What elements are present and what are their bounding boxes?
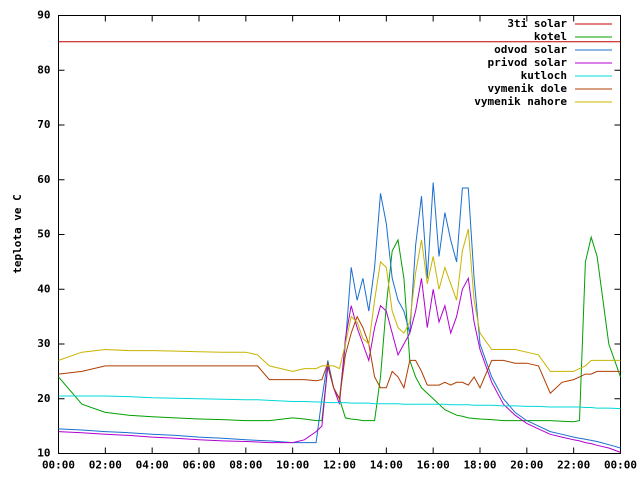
legend-label: vymenik dole bbox=[488, 82, 568, 95]
data-line bbox=[58, 395, 621, 410]
y-axis-label: teplota ve C bbox=[11, 194, 24, 273]
y-tick-label: 10 bbox=[37, 447, 50, 460]
legend-label: kutloch bbox=[521, 69, 567, 82]
legend-label: privod solar bbox=[488, 56, 568, 69]
y-tick-label: 90 bbox=[37, 9, 50, 22]
legend-label: 3ti solar bbox=[507, 17, 567, 30]
x-tick-label: 18:00 bbox=[463, 459, 496, 472]
x-tick-label: 10:00 bbox=[276, 459, 309, 472]
x-tick-label: 22:00 bbox=[557, 459, 590, 472]
legend-label: odvod solar bbox=[494, 43, 567, 56]
x-tick-label: 16:00 bbox=[417, 459, 450, 472]
x-tick-label: 06:00 bbox=[182, 459, 215, 472]
y-tick-label: 80 bbox=[37, 63, 50, 76]
x-tick-label: 20:00 bbox=[510, 459, 543, 472]
x-tick-label: 14:00 bbox=[370, 459, 403, 472]
x-tick-label: 00:00 bbox=[42, 459, 75, 472]
x-tick-label: 08:00 bbox=[229, 459, 262, 472]
data-line bbox=[58, 235, 621, 423]
x-tick-label: 12:00 bbox=[323, 459, 356, 472]
y-tick-label: 20 bbox=[37, 392, 50, 405]
x-tick-label: 00:00 bbox=[604, 459, 637, 472]
data-line bbox=[58, 315, 621, 401]
y-tick-label: 30 bbox=[37, 337, 50, 350]
y-tick-label: 40 bbox=[37, 282, 50, 295]
legend-label: kotel bbox=[534, 30, 567, 43]
data-line bbox=[58, 228, 621, 372]
data-line bbox=[58, 276, 621, 453]
x-tick-label: 04:00 bbox=[136, 459, 169, 472]
y-tick-label: 70 bbox=[37, 118, 50, 131]
legend-label: vymenik nahore bbox=[474, 95, 567, 108]
data-line bbox=[58, 182, 621, 449]
x-tick-label: 02:00 bbox=[89, 459, 122, 472]
y-tick-label: 60 bbox=[37, 173, 50, 186]
y-tick-label: 50 bbox=[37, 228, 50, 241]
